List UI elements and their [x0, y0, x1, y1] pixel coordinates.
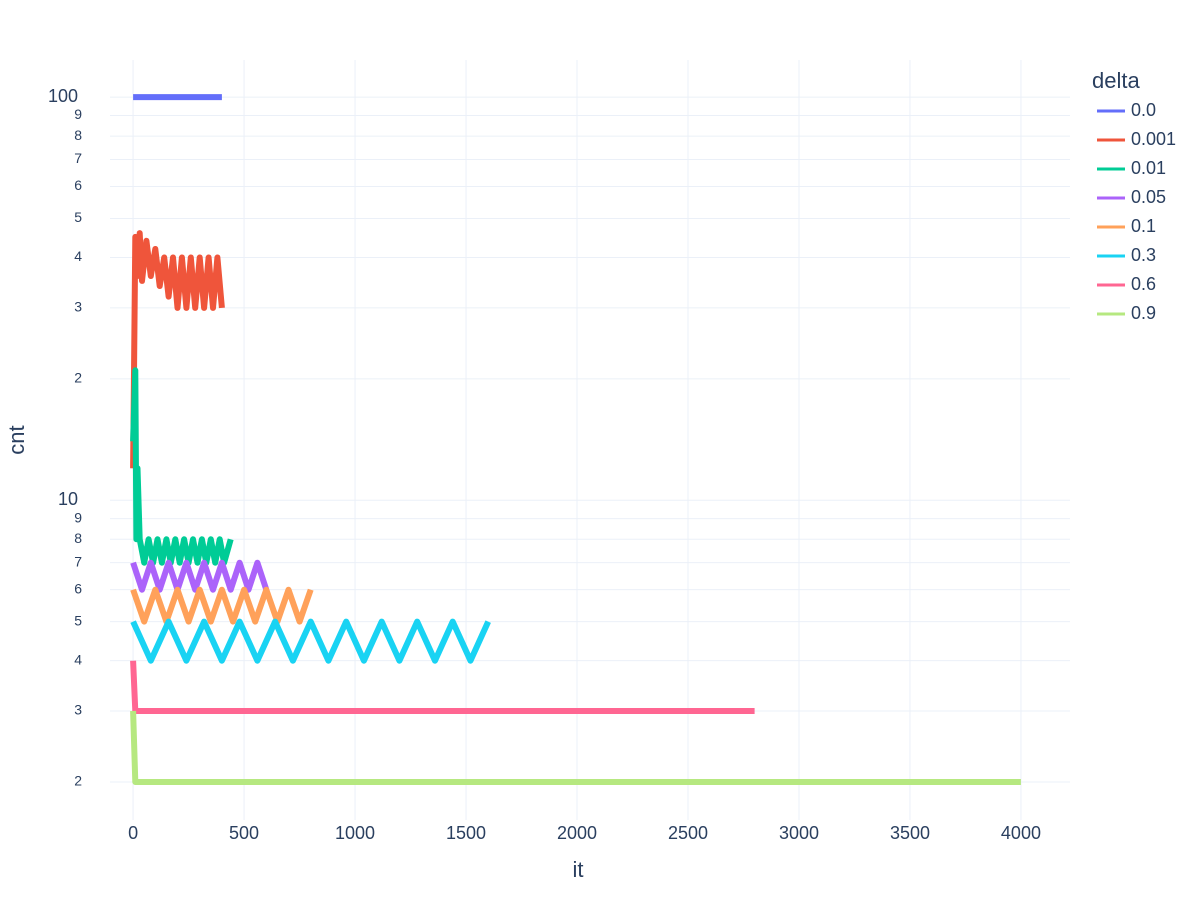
legend-title: delta — [1092, 68, 1140, 93]
y-tick-label: 3 — [74, 299, 82, 315]
y-tick-label: 6 — [74, 580, 82, 596]
legend-label: 0.6 — [1131, 274, 1156, 294]
x-tick-label: 500 — [229, 823, 259, 843]
y-tick-label: 10 — [58, 489, 78, 509]
x-axis-title: it — [573, 857, 584, 882]
legend-label: 0.1 — [1131, 216, 1156, 236]
series-line — [130, 618, 491, 664]
series-line — [130, 660, 755, 714]
y-tick-label: 5 — [74, 209, 82, 225]
legend-label: 0.3 — [1131, 245, 1156, 265]
series-line — [130, 586, 314, 625]
x-tick-label: 2500 — [668, 823, 708, 843]
series-line — [130, 559, 270, 593]
y-tick-label: 9 — [74, 106, 82, 122]
y-tick-label: 7 — [74, 553, 82, 569]
y-tick-label: 9 — [74, 509, 82, 525]
series-line — [130, 710, 1021, 785]
legend-label: 0.0 — [1131, 100, 1156, 120]
y-tick-label: 5 — [74, 612, 82, 628]
y-tick-label: 4 — [74, 651, 82, 667]
legend-label: 0.05 — [1131, 187, 1166, 207]
y-tick-label: 8 — [74, 127, 82, 143]
x-tick-label: 2000 — [557, 823, 597, 843]
y-tick-label: 100 — [48, 86, 78, 106]
y-axis-title: cnt — [4, 425, 29, 454]
y-tick-label: 6 — [74, 177, 82, 193]
y-tick-label: 2 — [74, 370, 82, 386]
y-tick-label: 2 — [74, 773, 82, 789]
x-tick-label: 3500 — [890, 823, 930, 843]
x-tick-label: 0 — [128, 823, 138, 843]
series-line — [130, 230, 225, 469]
legend-label: 0.9 — [1131, 303, 1156, 323]
legend-label: 0.001 — [1131, 129, 1176, 149]
y-tick-label: 3 — [74, 702, 82, 718]
y-tick-label: 4 — [74, 248, 82, 264]
x-tick-label: 1000 — [335, 823, 375, 843]
y-tick-label: 8 — [74, 530, 82, 546]
x-tick-label: 1500 — [446, 823, 486, 843]
x-tick-label: 3000 — [779, 823, 819, 843]
y-tick-label: 7 — [74, 150, 82, 166]
legend-label: 0.01 — [1131, 158, 1166, 178]
x-tick-label: 4000 — [1001, 823, 1041, 843]
series-line — [130, 367, 234, 566]
